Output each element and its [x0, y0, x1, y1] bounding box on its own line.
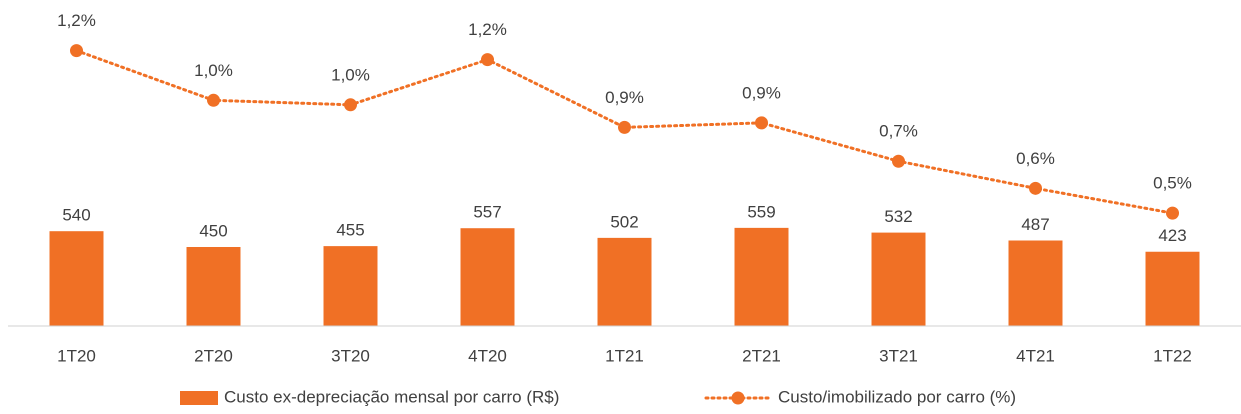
- x-tick-label: 2T20: [194, 346, 233, 365]
- x-tick-label: 1T22: [1153, 346, 1192, 365]
- legend-label: Custo/imobilizado por carro (%): [778, 387, 1016, 406]
- bar-value-label: 487: [1021, 215, 1049, 234]
- legend-swatch: [180, 391, 218, 405]
- line-value-label: 0,9%: [742, 83, 781, 102]
- legend-label: Custo ex-depreciação mensal por carro (R…: [224, 387, 559, 406]
- bar-value-label: 455: [336, 221, 364, 240]
- line-marker: [755, 116, 768, 130]
- bar-value-label: 502: [610, 212, 638, 231]
- bar-value-label: 557: [473, 203, 501, 222]
- line-value-label: 0,6%: [1016, 149, 1055, 168]
- x-tick-label: 4T21: [1016, 346, 1055, 365]
- line-marker: [618, 120, 631, 134]
- line-value-label: 0,7%: [879, 122, 918, 141]
- line-marker: [1166, 206, 1179, 220]
- bar: [1145, 251, 1200, 326]
- line-marker: [892, 154, 905, 168]
- legend-marker: [731, 391, 745, 405]
- bar-value-label: 532: [884, 207, 912, 226]
- x-tick-label: 1T21: [605, 346, 644, 365]
- bar: [49, 231, 104, 326]
- bar: [186, 247, 241, 326]
- line-marker: [1029, 181, 1042, 195]
- line: [75, 49, 1174, 215]
- line-marker: [481, 53, 494, 67]
- x-tick-label: 4T20: [468, 346, 507, 365]
- line-value-label: 1,0%: [331, 65, 370, 84]
- line-value-label: 0,9%: [605, 88, 644, 107]
- bar-value-label: 540: [62, 206, 90, 225]
- line-value-label: 0,5%: [1153, 174, 1192, 193]
- bar: [460, 228, 515, 326]
- bar-value-label: 559: [747, 202, 775, 221]
- bar: [871, 232, 926, 326]
- bar: [597, 237, 652, 326]
- x-tick-label: 3T20: [331, 346, 370, 365]
- bar: [1008, 240, 1063, 326]
- x-tick-label: 1T20: [57, 346, 96, 365]
- bar: [734, 227, 789, 326]
- x-tick-label: 2T21: [742, 346, 781, 365]
- bar: [323, 246, 378, 326]
- bar-value-label: 450: [199, 221, 227, 240]
- line-value-label: 1,2%: [57, 11, 96, 30]
- line-value-label: 1,2%: [468, 20, 507, 39]
- bar-value-label: 423: [1158, 226, 1186, 245]
- line-marker: [70, 44, 83, 58]
- line-marker: [344, 98, 357, 112]
- x-tick-label: 3T21: [879, 346, 918, 365]
- line-marker: [207, 93, 220, 107]
- line-value-label: 1,0%: [194, 61, 233, 80]
